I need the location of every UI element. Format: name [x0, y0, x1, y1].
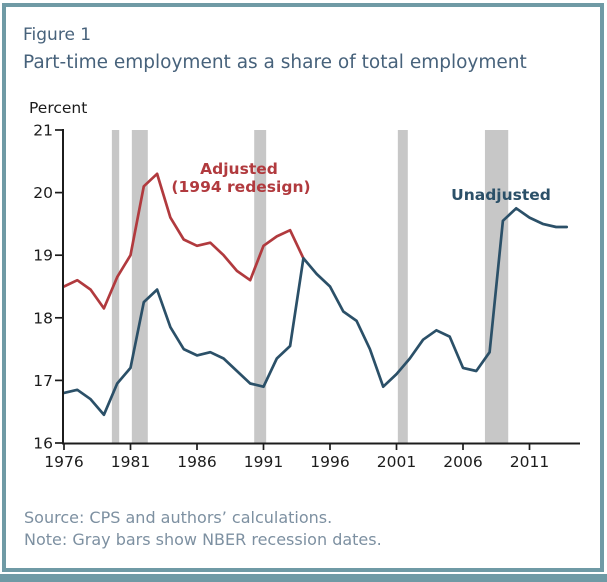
annotation-unadjusted: Unadjusted — [451, 186, 551, 204]
y-tick-label: 20 — [33, 184, 53, 202]
recession-bar — [111, 130, 120, 443]
x-tick-label: 1981 — [111, 453, 150, 471]
recession-bar — [131, 130, 148, 443]
figure-footer: Source: CPS and authors’ calculations. N… — [24, 507, 580, 551]
axes — [55, 129, 580, 450]
y-tick-label: 18 — [33, 309, 53, 327]
window-bottom-bar — [0, 574, 607, 582]
y-axis-unit-label: Percent — [29, 99, 87, 117]
tick-labels: 16 17 18 19 20 21 1976 1981 1986 1991 1996 2001 2006… — [33, 122, 549, 472]
y-tick-label: 21 — [33, 122, 53, 140]
recession-bar — [397, 130, 408, 443]
x-tick-label: 2001 — [377, 453, 416, 471]
x-tick-label: 1986 — [177, 453, 216, 471]
recession-note: Note: Gray bars show NBER recession date… — [24, 530, 382, 550]
x-tick-label: 1991 — [244, 453, 283, 471]
x-tick-label: 1996 — [310, 453, 349, 471]
annotation-adjusted-sub: (1994 redesign) — [171, 178, 310, 196]
series-lines — [62, 172, 569, 417]
x-tick-label: 2011 — [510, 453, 549, 471]
series-line-unadjusted — [62, 206, 569, 417]
figure-header: Figure 1 Part-time employment as a share… — [23, 25, 580, 75]
figure-title: Part-time employment as a share of total… — [23, 52, 527, 74]
y-tick-label: 16 — [33, 435, 53, 453]
recession-bar — [254, 130, 267, 443]
x-tick-label: 1976 — [44, 453, 83, 471]
figure-label: Figure 1 — [23, 25, 92, 45]
source-note: Source: CPS and authors’ calculations. — [24, 508, 333, 527]
series-line-adjusted — [62, 172, 305, 310]
annotation-adjusted: Adjusted — [200, 160, 278, 178]
recession-bars — [111, 130, 509, 443]
x-tick-label: 2006 — [443, 453, 482, 471]
y-tick-label: 19 — [33, 247, 53, 265]
y-tick-label: 17 — [33, 372, 53, 390]
